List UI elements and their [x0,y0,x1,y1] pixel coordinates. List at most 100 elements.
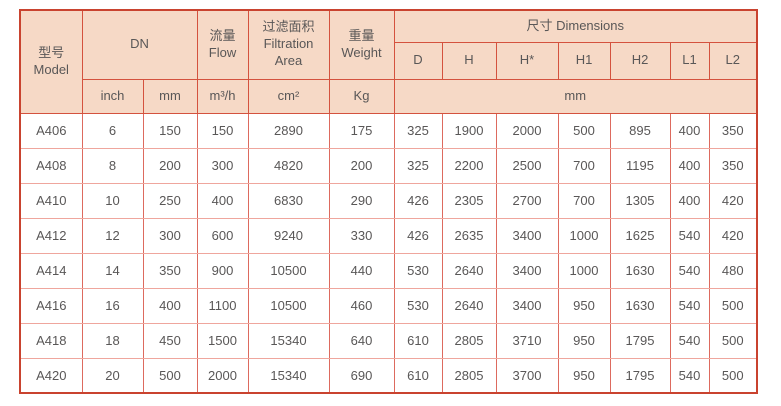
cell-dim-hstar: 2000 [495,112,559,149]
cell-filtration-area: 10500 [247,252,330,289]
cell-dim-d: 610 [393,322,443,359]
table-row: A420 20 500 2000 15340 690 610 2805 3700 950 1795 5… [19,357,758,394]
cell-model: A406 [19,112,83,149]
table-row: A412 12 300 600 9240 330 426 2635 3400 1000 1625 54… [19,217,758,254]
cell-dim-hstar: 3400 [495,217,559,254]
cell-dim-d: 426 [393,182,443,219]
header-row-groups: 型号 Model DN 流量 Flow 过滤面积 Filtration Area… [19,9,758,114]
cell-dim-l2: 500 [708,322,758,359]
cell-dim-h1: 950 [557,357,611,394]
cell-dim-l2: 350 [708,112,758,149]
cell-dim-h2: 895 [609,112,671,149]
header-dim-h1: H1 [557,41,611,80]
cell-dim-l1: 540 [669,322,710,359]
cell-weight: 440 [328,252,395,289]
cell-dn-inch: 10 [81,182,144,219]
cell-dim-l1: 540 [669,252,710,289]
cell-model: A412 [19,217,83,254]
cell-dim-h2: 1305 [609,182,671,219]
cell-flow: 400 [196,182,249,219]
header-weight: 重量 Weight [328,9,395,80]
header-row-units: inch mm m³/h cm² Kg mm [20,78,758,114]
cell-model: A416 [19,287,83,324]
cell-dn-inch: 12 [81,217,144,254]
header-row-dimension-letters: D H H* H1 H2 L1 L2 [20,41,758,80]
header-dn: DN [81,9,198,80]
cell-dim-h1: 500 [557,112,611,149]
table-body: A406 6 150 150 2890 175 325 1900 2000 500 895 400 35… [19,112,758,394]
table-row: A414 14 350 900 10500 440 530 2640 3400 1000 1630 5… [19,252,758,289]
cell-model: A410 [19,182,83,219]
cell-weight: 690 [328,357,395,394]
cell-dim-h: 2305 [441,182,497,219]
unit-dn-mm: mm [142,78,198,114]
header-flow: 流量 Flow [196,9,249,80]
cell-dim-h: 2200 [441,147,497,184]
cell-dim-d: 325 [393,112,443,149]
cell-dn-inch: 20 [81,357,144,394]
filter-spec-table: 型号 Model DN 流量 Flow 过滤面积 Filtration Area… [19,9,758,394]
cell-dim-h: 2640 [441,252,497,289]
cell-dim-d: 530 [393,252,443,289]
cell-dim-l2: 420 [708,182,758,219]
cell-filtration-area: 15340 [247,357,330,394]
cell-dn-mm: 200 [142,147,198,184]
cell-dn-inch: 18 [81,322,144,359]
cell-dim-l2: 500 [708,287,758,324]
cell-dim-hstar: 3710 [495,322,559,359]
cell-dn-mm: 350 [142,252,198,289]
cell-dim-h2: 1630 [609,252,671,289]
cell-model: A408 [19,147,83,184]
cell-dn-inch: 8 [81,147,144,184]
table-row: A410 10 250 400 6830 290 426 2305 2700 700 1305 400… [19,182,758,219]
table-row: A408 8 200 300 4820 200 325 2200 2500 700 1195 400 3… [19,147,758,184]
cell-model: A414 [19,252,83,289]
unit-weight: Kg [328,78,395,114]
cell-dim-d: 610 [393,357,443,394]
table-row: A416 16 400 1100 10500 460 530 2640 3400 950 1630 5… [19,287,758,324]
unit-dimensions: mm [393,78,758,114]
cell-dim-h2: 1195 [609,147,671,184]
table-row: A418 18 450 1500 15340 640 610 2805 3710 950 1795 5… [19,322,758,359]
cell-dim-h1: 700 [557,182,611,219]
cell-dim-h1: 1000 [557,252,611,289]
cell-flow: 900 [196,252,249,289]
cell-filtration-area: 6830 [247,182,330,219]
cell-dim-hstar: 3700 [495,357,559,394]
cell-weight: 460 [328,287,395,324]
cell-dn-mm: 250 [142,182,198,219]
cell-dim-l2: 500 [708,357,758,394]
cell-dim-h2: 1630 [609,287,671,324]
cell-dim-h: 2640 [441,287,497,324]
cell-weight: 640 [328,322,395,359]
unit-flow: m³/h [196,78,249,114]
cell-dim-l1: 400 [669,182,710,219]
cell-dim-l1: 400 [669,112,710,149]
cell-dim-d: 530 [393,287,443,324]
header-dim-d: D [393,41,443,80]
header-dim-hstar: H* [495,41,559,80]
cell-filtration-area: 2890 [247,112,330,149]
cell-dn-inch: 16 [81,287,144,324]
cell-dim-hstar: 2700 [495,182,559,219]
header-dimensions: 尺寸 Dimensions [393,9,758,43]
cell-dn-mm: 500 [142,357,198,394]
cell-dim-h1: 950 [557,322,611,359]
cell-dim-hstar: 3400 [495,252,559,289]
header-dim-h: H [441,41,497,80]
header-dim-h2: H2 [609,41,671,80]
cell-dim-l2: 420 [708,217,758,254]
cell-flow: 1100 [196,287,249,324]
cell-dim-h: 2805 [441,357,497,394]
cell-dn-mm: 450 [142,322,198,359]
cell-dim-l2: 480 [708,252,758,289]
header-filtration-area: 过滤面积 Filtration Area [247,9,330,80]
cell-model: A420 [19,357,83,394]
cell-dim-l1: 540 [669,217,710,254]
cell-dn-mm: 300 [142,217,198,254]
cell-dim-h1: 1000 [557,217,611,254]
cell-dim-h: 1900 [441,112,497,149]
cell-model: A418 [19,322,83,359]
cell-dim-l1: 540 [669,357,710,394]
cell-dim-h: 2635 [441,217,497,254]
